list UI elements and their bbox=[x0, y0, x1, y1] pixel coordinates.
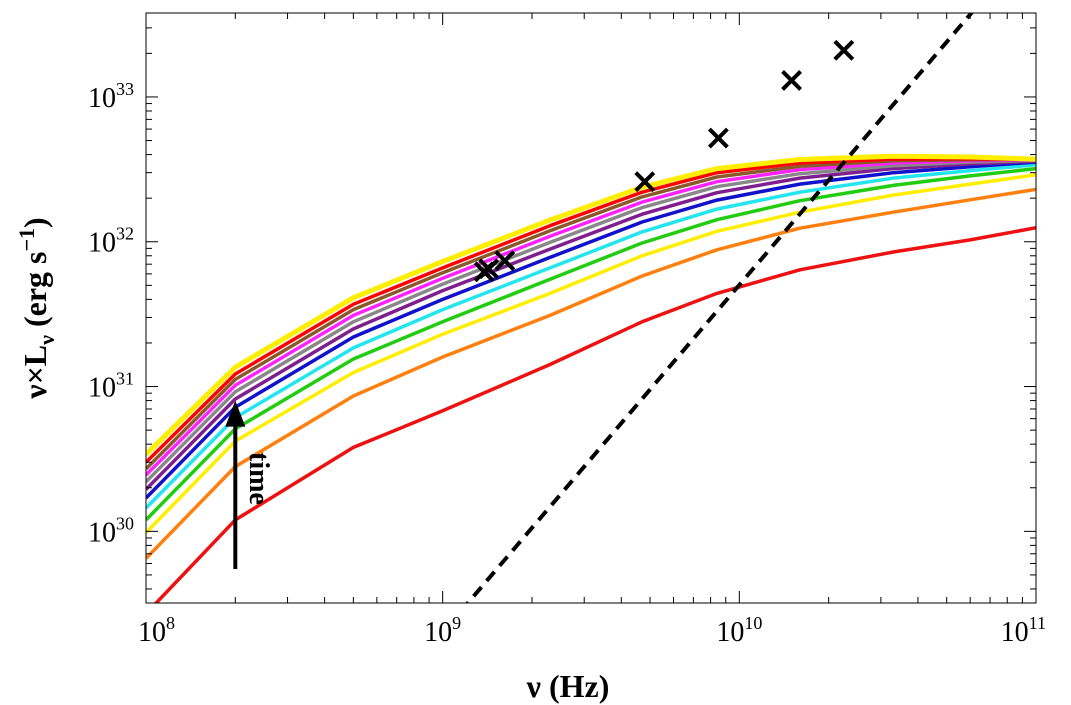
x-tick-label: 108 bbox=[138, 613, 175, 648]
time-arrow-head bbox=[225, 400, 246, 427]
y-tick-labels: 1030 1031 1032 1033 bbox=[88, 79, 134, 548]
series-line-t1 bbox=[153, 225, 1036, 603]
time-arrow bbox=[225, 400, 246, 569]
x-axis-label: ν (Hz) bbox=[526, 668, 610, 704]
series-line-t5 bbox=[146, 163, 1036, 510]
reference-line-layer bbox=[465, 13, 975, 603]
observed-point-marker bbox=[634, 171, 656, 193]
series-line-t4 bbox=[146, 166, 1036, 522]
y-axis-label: ν×Lν (erg s−1) bbox=[14, 217, 59, 399]
reference-dashed-line bbox=[465, 13, 975, 603]
y-tick-label: 1031 bbox=[88, 369, 134, 404]
series-line-t3 bbox=[146, 173, 1036, 534]
series-line-t12 bbox=[146, 153, 1036, 457]
time-annotation: time bbox=[243, 452, 274, 505]
series-line-t7 bbox=[146, 159, 1036, 491]
series-line-t6 bbox=[146, 160, 1036, 500]
y-tick-label: 1033 bbox=[88, 79, 134, 114]
y-tick-label: 1030 bbox=[88, 513, 134, 548]
series-layer bbox=[146, 153, 1036, 603]
observed-point-marker bbox=[707, 127, 729, 149]
x-tick-label: 1010 bbox=[716, 613, 762, 648]
plot-frame bbox=[145, 12, 1037, 604]
observed-point-marker bbox=[494, 250, 516, 272]
x-tick-label: 109 bbox=[424, 613, 461, 648]
y-tick-label: 1032 bbox=[88, 224, 134, 259]
observed-point-marker bbox=[781, 70, 802, 91]
series-line-t8 bbox=[146, 158, 1036, 484]
series-line-t2 bbox=[146, 187, 1036, 560]
observed-point-marker bbox=[478, 258, 500, 280]
x-tick-label: 1011 bbox=[1001, 613, 1046, 648]
series-line-t11 bbox=[146, 157, 1036, 464]
observed-point-marker bbox=[833, 39, 855, 61]
observed-marker-layer bbox=[473, 39, 855, 283]
series-line-t9 bbox=[146, 158, 1036, 477]
tick-layer bbox=[145, 13, 1037, 603]
x-tick-labels: 108 109 1010 1011 bbox=[138, 613, 1046, 648]
